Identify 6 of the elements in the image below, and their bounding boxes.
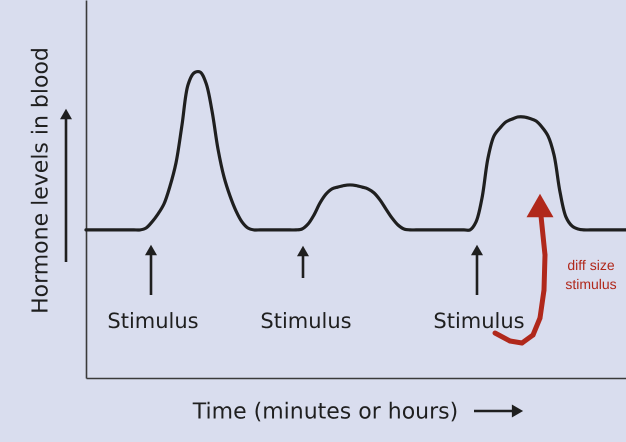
annotation: diff size stimulus [565,257,617,292]
annotation: Stimulus [433,309,525,333]
x-axis-title: Time (minutes or hours) [192,400,458,424]
y-axis-title: Hormone levels in blood [28,47,54,314]
annotation: Stimulus [260,309,352,333]
annotation: Stimulus [107,309,199,333]
